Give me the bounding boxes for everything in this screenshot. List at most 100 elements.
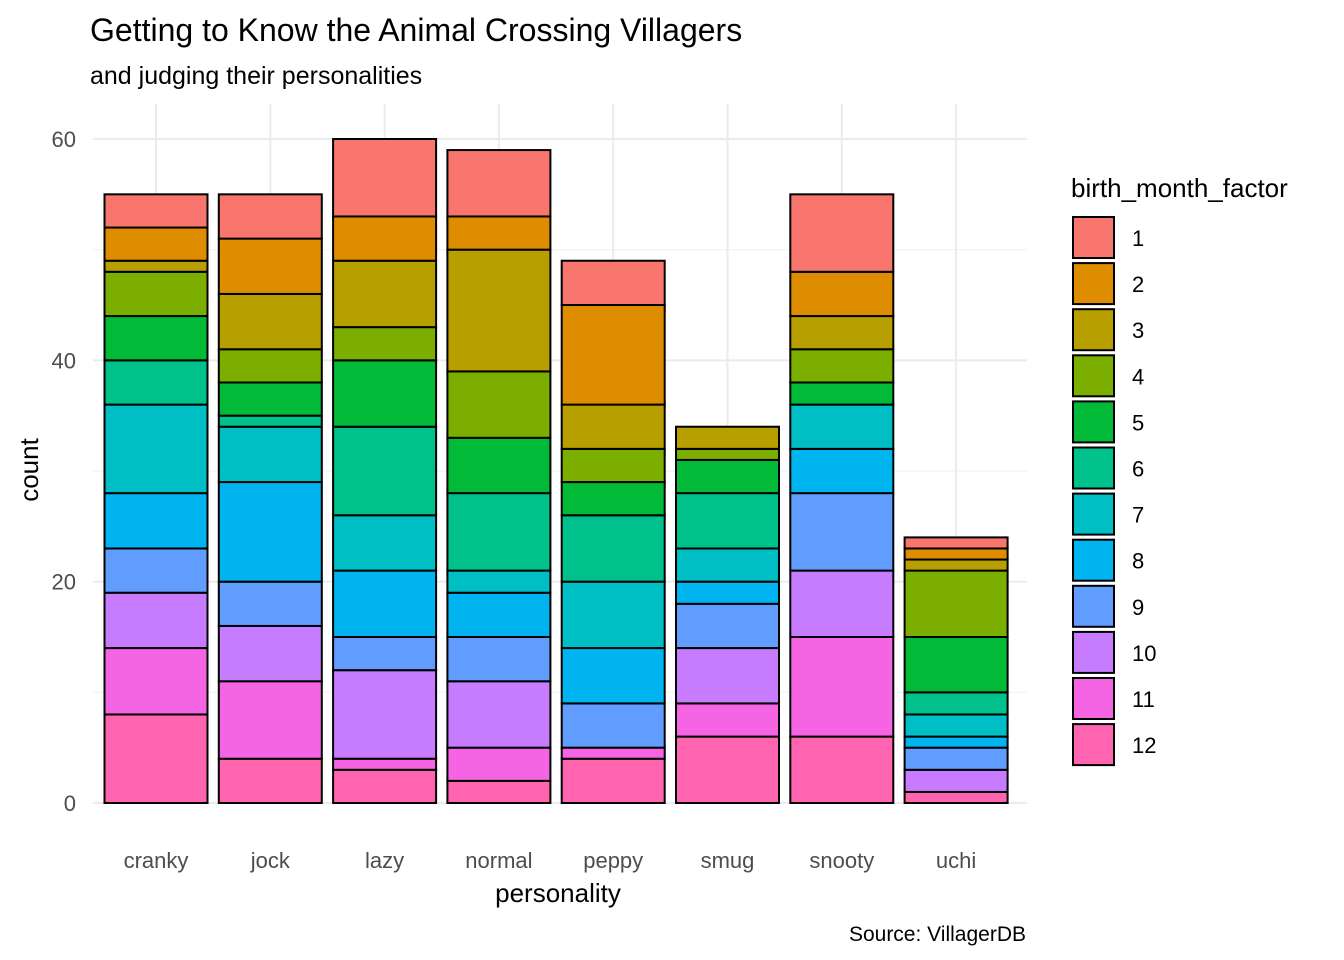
x-tick-label: cranky bbox=[124, 848, 189, 873]
bar-segment bbox=[103, 359, 209, 406]
legend-label: 7 bbox=[1132, 503, 1144, 528]
x-axis-ticks: cranky jock lazy normal peppy smug snooty uchi bbox=[124, 848, 977, 873]
bar-segment bbox=[675, 425, 780, 450]
legend-label: 12 bbox=[1132, 733, 1156, 758]
bar-segment bbox=[903, 691, 1009, 716]
bar-segment bbox=[217, 425, 323, 484]
bar-segment bbox=[103, 591, 209, 650]
legend-key bbox=[1072, 492, 1115, 536]
bar-segment bbox=[332, 425, 438, 517]
bar-segment bbox=[560, 757, 666, 805]
x-tick-label: uchi bbox=[936, 848, 976, 873]
bar-segment bbox=[675, 647, 780, 705]
bar-segment bbox=[217, 237, 323, 295]
bar-segment bbox=[103, 647, 209, 716]
x-tick-label: snooty bbox=[809, 848, 874, 873]
bar-segment bbox=[332, 326, 438, 362]
bar-segment bbox=[103, 713, 209, 805]
bar-segment bbox=[446, 248, 552, 373]
bar-segment bbox=[560, 259, 666, 307]
bar-segment bbox=[217, 680, 323, 760]
bar-segment bbox=[560, 702, 666, 749]
bar-segment bbox=[217, 381, 323, 417]
legend-key bbox=[1072, 538, 1115, 582]
x-tick-label: jock bbox=[250, 848, 291, 873]
bar-segment bbox=[903, 569, 1009, 638]
bar-segment bbox=[789, 315, 895, 351]
bar-segment bbox=[332, 514, 438, 572]
legend-label: 4 bbox=[1132, 364, 1144, 389]
bar-segment bbox=[332, 757, 438, 771]
bar-segment bbox=[103, 270, 209, 318]
bar-segment bbox=[903, 735, 1009, 749]
legend-label: 1 bbox=[1132, 226, 1144, 251]
bar-segment bbox=[789, 636, 895, 738]
legend-key bbox=[1072, 584, 1115, 628]
y-tick-label: 60 bbox=[52, 127, 76, 152]
y-tick-label: 20 bbox=[52, 570, 76, 595]
legend-label: 5 bbox=[1132, 410, 1144, 435]
bar-segment bbox=[103, 315, 209, 362]
bar-segment bbox=[560, 403, 666, 450]
bar-segment bbox=[903, 746, 1009, 771]
y-axis-title: count bbox=[14, 437, 44, 501]
bar-segment bbox=[903, 547, 1009, 561]
bar-segment bbox=[332, 215, 438, 262]
bar-segment bbox=[332, 569, 438, 638]
bar-segment bbox=[789, 348, 895, 384]
x-tick-label: smug bbox=[701, 848, 755, 873]
legend-label: 6 bbox=[1132, 457, 1144, 482]
legend-key bbox=[1072, 216, 1115, 259]
y-tick-label: 0 bbox=[64, 791, 76, 816]
bar-segment bbox=[446, 149, 552, 218]
legend-key bbox=[1072, 446, 1115, 490]
legend-key bbox=[1072, 262, 1115, 306]
bar-segment bbox=[675, 492, 780, 550]
bar-segment bbox=[903, 713, 1009, 738]
bar-segment bbox=[560, 647, 666, 705]
chart-subtitle: and judging their personalities bbox=[90, 62, 422, 90]
legend-key bbox=[1072, 630, 1115, 674]
legend-label: 10 bbox=[1132, 641, 1156, 666]
legend-label: 11 bbox=[1132, 687, 1155, 712]
legend-key bbox=[1072, 723, 1115, 767]
bar-segment bbox=[789, 270, 895, 318]
bar-segment bbox=[103, 193, 209, 229]
bar-segment bbox=[103, 403, 209, 495]
bar-segment bbox=[446, 746, 552, 782]
bar-segment bbox=[217, 481, 323, 583]
legend-key bbox=[1072, 354, 1115, 398]
bar-segment bbox=[217, 348, 323, 384]
bar-segment bbox=[903, 790, 1009, 805]
bar-segment bbox=[103, 492, 209, 550]
bar-segment bbox=[560, 481, 666, 517]
x-tick-label: lazy bbox=[365, 848, 404, 873]
legend-title: birth_month_factor bbox=[1071, 173, 1288, 203]
bar-segment bbox=[332, 138, 438, 218]
bar-segment bbox=[332, 359, 438, 428]
bar-segment bbox=[103, 226, 209, 262]
bar-segment bbox=[903, 558, 1009, 572]
bar-segment bbox=[446, 436, 552, 495]
legend-key bbox=[1072, 677, 1115, 720]
bar-segment bbox=[903, 636, 1009, 694]
bar-segment bbox=[789, 569, 895, 638]
x-axis-title: personality bbox=[495, 878, 621, 908]
bar-segment bbox=[789, 381, 895, 406]
y-tick-label: 40 bbox=[52, 348, 76, 373]
bar-segment bbox=[332, 669, 438, 760]
bar-segment bbox=[560, 514, 666, 583]
bar-segment bbox=[446, 492, 552, 572]
bar-segment bbox=[332, 768, 438, 804]
bar-segment bbox=[103, 547, 209, 594]
bar-segment bbox=[217, 292, 323, 351]
bar-segment bbox=[446, 370, 552, 439]
bar-segment bbox=[675, 702, 780, 738]
legend-label: 9 bbox=[1132, 595, 1144, 620]
bar-segment bbox=[446, 591, 552, 639]
bar-segment bbox=[217, 624, 323, 683]
bar-segment bbox=[217, 580, 323, 627]
bar-segment bbox=[789, 403, 895, 450]
bar-segment bbox=[789, 193, 895, 273]
